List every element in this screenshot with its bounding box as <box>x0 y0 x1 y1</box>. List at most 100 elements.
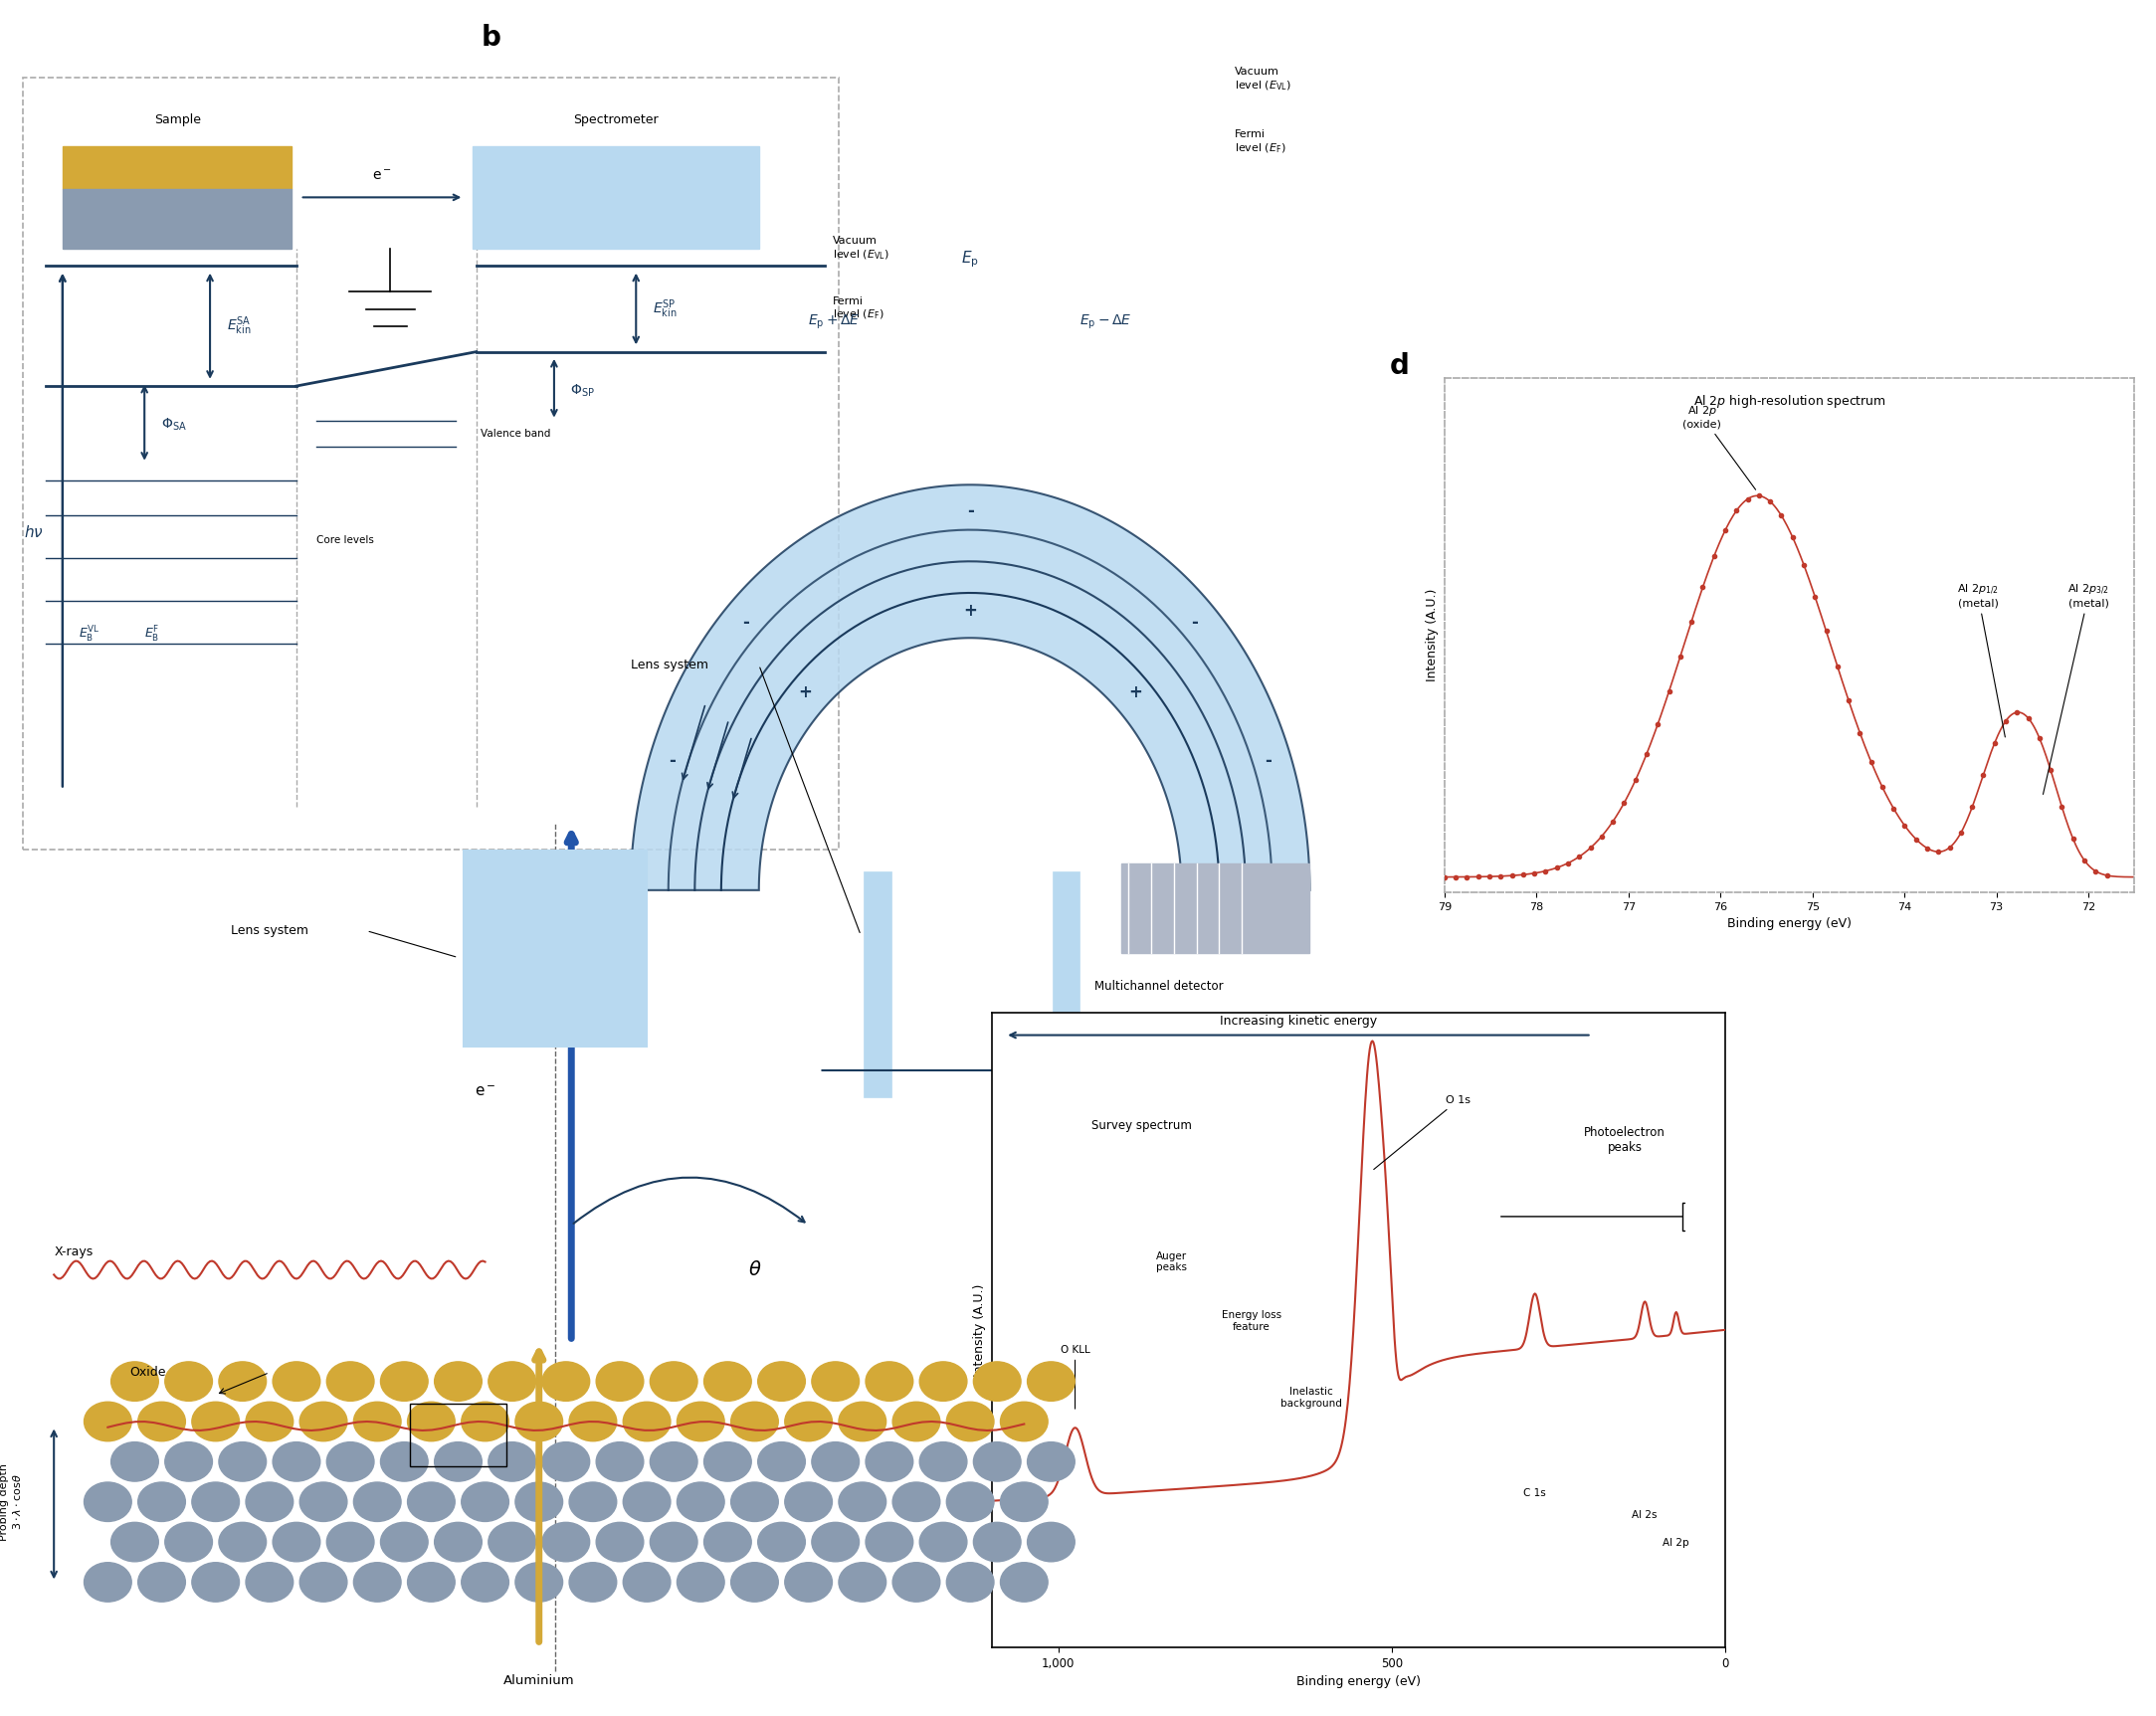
Circle shape <box>1028 1363 1076 1400</box>
Circle shape <box>569 1483 617 1522</box>
Text: Lens system: Lens system <box>231 925 308 937</box>
Circle shape <box>921 1522 968 1562</box>
Bar <box>1121 863 1309 954</box>
Circle shape <box>759 1441 806 1481</box>
Circle shape <box>731 1563 778 1601</box>
Text: -: - <box>742 614 750 631</box>
Text: Fermi
level ($E_{\mathrm{F}}$): Fermi level ($E_{\mathrm{F}}$) <box>832 297 884 321</box>
Circle shape <box>839 1402 886 1441</box>
Circle shape <box>112 1363 160 1400</box>
Circle shape <box>893 1402 940 1441</box>
Circle shape <box>867 1441 914 1481</box>
Circle shape <box>515 1483 563 1522</box>
Circle shape <box>382 1522 427 1562</box>
Circle shape <box>192 1483 239 1522</box>
Circle shape <box>461 1563 509 1601</box>
Circle shape <box>328 1441 375 1481</box>
Circle shape <box>623 1563 671 1601</box>
Text: Sample: Sample <box>153 113 201 127</box>
Circle shape <box>867 1522 914 1562</box>
Circle shape <box>759 1363 806 1400</box>
Circle shape <box>1000 1563 1048 1601</box>
Circle shape <box>354 1483 401 1522</box>
Text: Al 2$p_{3/2}$
(metal): Al 2$p_{3/2}$ (metal) <box>2044 583 2109 795</box>
Text: $E_{\rm p}$: $E_{\rm p}$ <box>962 249 979 269</box>
Text: +: + <box>1130 683 1143 702</box>
Text: Al 2$p$ high-resolution spectrum: Al 2$p$ high-resolution spectrum <box>1692 393 1886 410</box>
Circle shape <box>677 1563 724 1601</box>
Circle shape <box>677 1402 724 1441</box>
Text: Vacuum
level ($E_{\mathrm{VL}}$): Vacuum level ($E_{\mathrm{VL}}$) <box>832 237 888 261</box>
Circle shape <box>274 1522 321 1562</box>
Circle shape <box>407 1563 455 1601</box>
Text: -: - <box>668 752 675 770</box>
Text: $\theta$: $\theta$ <box>748 1260 761 1280</box>
Circle shape <box>487 1441 535 1481</box>
X-axis label: Binding energy (eV): Binding energy (eV) <box>1727 918 1852 930</box>
Text: Aluminium: Aluminium <box>502 1673 576 1687</box>
Circle shape <box>138 1563 185 1601</box>
Circle shape <box>813 1363 858 1400</box>
Circle shape <box>813 1441 858 1481</box>
Circle shape <box>220 1522 267 1562</box>
Text: $E_{\rm p} - \Delta E$: $E_{\rm p} - \Delta E$ <box>1080 314 1132 331</box>
Text: Al 2p: Al 2p <box>1662 1538 1690 1548</box>
Text: -: - <box>1266 752 1272 770</box>
Circle shape <box>436 1441 483 1481</box>
Circle shape <box>84 1563 132 1601</box>
Circle shape <box>595 1363 642 1400</box>
Text: $\Phi_{\rm SP}$: $\Phi_{\rm SP}$ <box>571 383 595 398</box>
Circle shape <box>785 1402 832 1441</box>
Circle shape <box>893 1483 940 1522</box>
Text: e$^-$: e$^-$ <box>373 168 392 184</box>
Circle shape <box>651 1441 699 1481</box>
Circle shape <box>703 1441 752 1481</box>
Text: $h\nu$: $h\nu$ <box>24 523 43 541</box>
Circle shape <box>946 1402 994 1441</box>
Circle shape <box>677 1483 724 1522</box>
Bar <box>865 872 890 1098</box>
Text: $E_{\rm kin}^{\rm SP}$: $E_{\rm kin}^{\rm SP}$ <box>653 297 677 321</box>
Text: Auger
peaks: Auger peaks <box>1156 1251 1188 1273</box>
Circle shape <box>785 1483 832 1522</box>
Circle shape <box>166 1522 211 1562</box>
Circle shape <box>543 1363 591 1400</box>
Circle shape <box>543 1522 591 1562</box>
Circle shape <box>407 1402 455 1441</box>
Text: Al 2$p$
(oxide): Al 2$p$ (oxide) <box>1682 403 1755 489</box>
Circle shape <box>192 1402 239 1441</box>
Circle shape <box>300 1563 347 1601</box>
Text: $E_{\rm p} + \Delta E$: $E_{\rm p} + \Delta E$ <box>808 314 860 331</box>
Circle shape <box>893 1563 940 1601</box>
Circle shape <box>1000 1483 1048 1522</box>
Polygon shape <box>630 486 1309 891</box>
Circle shape <box>813 1522 858 1562</box>
Text: -: - <box>1190 614 1199 631</box>
Circle shape <box>867 1363 914 1400</box>
Circle shape <box>274 1441 321 1481</box>
Text: X-rays: X-rays <box>54 1246 93 1258</box>
Text: $E_{\rm B}^{\rm VL}$: $E_{\rm B}^{\rm VL}$ <box>80 625 101 645</box>
Text: Oxide: Oxide <box>129 1366 166 1380</box>
Bar <box>63 189 291 249</box>
Circle shape <box>703 1363 752 1400</box>
Circle shape <box>192 1563 239 1601</box>
Circle shape <box>975 1441 1022 1481</box>
Text: Survey spectrum: Survey spectrum <box>1091 1119 1192 1133</box>
Circle shape <box>220 1441 267 1481</box>
Bar <box>1052 872 1080 1098</box>
Bar <box>472 146 759 249</box>
Circle shape <box>138 1402 185 1441</box>
Text: b: b <box>481 24 500 51</box>
Circle shape <box>300 1402 347 1441</box>
Circle shape <box>595 1441 642 1481</box>
Circle shape <box>975 1363 1022 1400</box>
Bar <box>410 1404 507 1465</box>
Text: Spectrometer: Spectrometer <box>573 113 658 127</box>
Text: +: + <box>964 602 977 619</box>
Circle shape <box>569 1402 617 1441</box>
Text: Probing depth
$3\cdot\lambda\cdot$cos$\theta$: Probing depth $3\cdot\lambda\cdot$cos$\t… <box>0 1464 24 1541</box>
Circle shape <box>246 1402 293 1441</box>
Text: e$^-$: e$^-$ <box>474 1085 496 1098</box>
Circle shape <box>731 1402 778 1441</box>
